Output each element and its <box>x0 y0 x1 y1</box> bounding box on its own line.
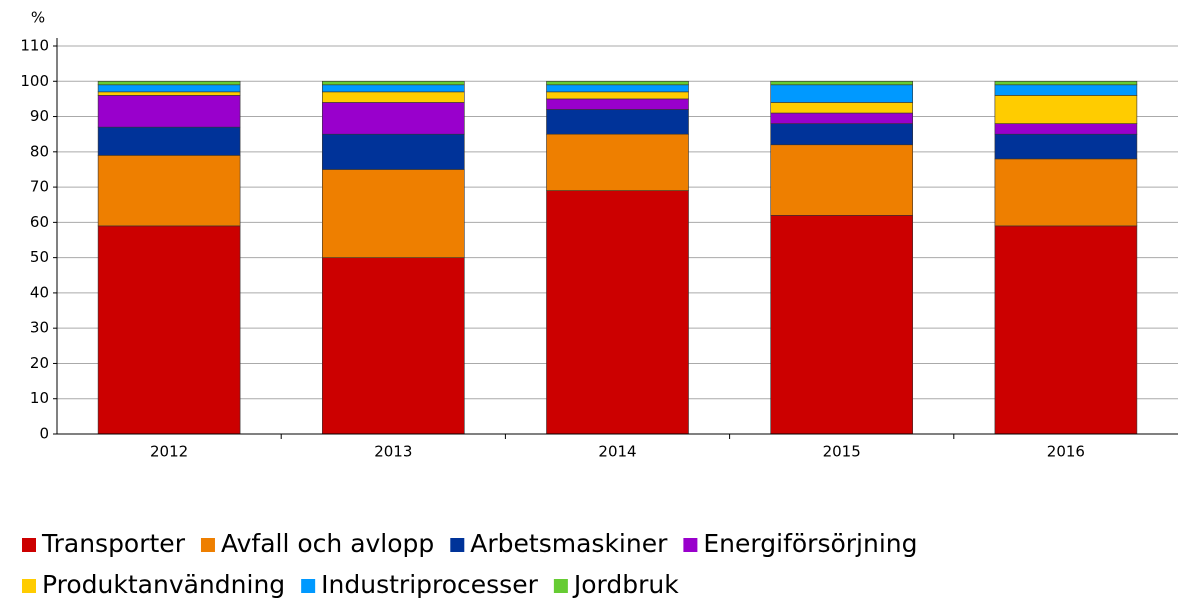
legend-swatch <box>683 538 698 552</box>
bar-segment <box>546 133 689 191</box>
bar-segment <box>546 91 689 100</box>
y-tick-label: 100 <box>20 72 49 90</box>
legend-label: Arbetsmaskiner <box>470 529 668 558</box>
bar-segment <box>97 225 241 435</box>
bar-segment <box>321 133 465 170</box>
bar-segment <box>321 91 465 103</box>
bar-segment <box>97 80 241 86</box>
y-tick-label: 60 <box>30 213 49 231</box>
legend-label: Energiförsörjning <box>703 529 917 558</box>
x-tick-label: 2013 <box>374 443 412 461</box>
bar-segment <box>994 133 1138 160</box>
bar-segment <box>97 84 241 93</box>
y-tick-label: 0 <box>39 425 49 443</box>
bar-segment <box>97 95 241 128</box>
bar-segment <box>546 190 689 435</box>
y-tick-label: 70 <box>30 178 49 196</box>
bar-segment <box>994 158 1138 227</box>
bar-segment <box>770 123 914 146</box>
y-tick-label: 30 <box>30 319 49 337</box>
legend-swatch <box>22 538 36 552</box>
bar-segment <box>321 169 465 258</box>
x-tick-label: 2014 <box>598 443 636 461</box>
y-tick-label: 110 <box>20 37 49 55</box>
legend-label: Transporter <box>41 529 186 558</box>
legend-swatch <box>553 579 568 593</box>
bar-segment <box>994 80 1138 86</box>
legend-label: Avfall och avlopp <box>221 529 434 558</box>
legend-swatch <box>301 579 316 593</box>
y-tick-label: 40 <box>30 283 49 301</box>
bar-segment <box>546 98 689 110</box>
bar-segment <box>770 80 914 86</box>
x-tick-label: 2016 <box>1047 443 1085 461</box>
bar-segment <box>97 155 241 227</box>
bar-segment <box>321 80 465 86</box>
x-tick-label: 2012 <box>150 443 188 461</box>
bar-segment <box>770 112 914 124</box>
y-tick-label: 90 <box>30 107 49 125</box>
bar-segment <box>321 257 465 435</box>
bar-segment <box>321 102 465 135</box>
legend-label: Jordbruk <box>572 570 679 599</box>
bar-segment <box>994 123 1138 135</box>
legend-swatch <box>200 538 215 552</box>
y-tick-label: 50 <box>30 248 49 266</box>
bar-segment <box>770 215 914 435</box>
bar-segment <box>994 84 1138 96</box>
y-tick-label: 80 <box>30 142 49 160</box>
legend-label: Industriprocesser <box>321 570 538 599</box>
legend-swatch <box>450 538 465 552</box>
legend-label: Produktanvändning <box>42 570 285 599</box>
bar-segment <box>770 144 914 216</box>
bar-segment <box>770 84 914 103</box>
x-tick-label: 2015 <box>823 443 861 461</box>
y-axis-label: % <box>31 9 45 27</box>
y-tick-label: 20 <box>30 354 49 372</box>
bar-segment <box>546 84 689 93</box>
bar-segment <box>994 225 1138 435</box>
bar-segment <box>770 102 914 114</box>
bar-segment <box>546 80 689 86</box>
bar-segment <box>97 126 241 156</box>
bar-segment <box>321 84 465 93</box>
bar-segment <box>97 91 241 96</box>
bar-segment <box>546 109 689 135</box>
bar-segment <box>994 95 1138 124</box>
legend-swatch <box>22 579 36 593</box>
y-tick-label: 10 <box>30 389 49 407</box>
